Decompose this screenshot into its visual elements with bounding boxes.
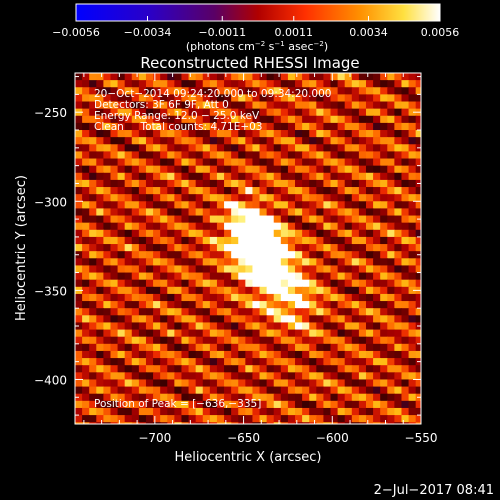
plot-frame [74, 72, 422, 425]
y-tick-label: −250 [34, 106, 67, 120]
y-tick-label: −350 [34, 284, 67, 298]
annotation-peak-position: Position of Peak = [−636,−335] [94, 398, 261, 410]
colorbar-tick-label: −0.0034 [124, 26, 172, 39]
x-axis-label: Heliocentric X (arcsec) [175, 450, 322, 465]
colorbar-tick-label: 0.0034 [349, 26, 388, 39]
colorbar-tick-label: 0.0056 [421, 26, 460, 39]
colorbar-tick-label: −0.0011 [198, 26, 246, 39]
x-tick-label: −650 [227, 431, 260, 445]
colorbar-tick-label: −0.0056 [52, 26, 100, 39]
annotation-time-range: 20−Oct−2014 09:24:20.000 to 09:34:20.000 [94, 88, 331, 100]
annotation-energy-range: Energy Range: 12.0 − 25.0 keV [94, 110, 260, 122]
colorbar-tick-label: 0.0011 [275, 26, 314, 39]
x-tick-label: −600 [316, 431, 349, 445]
colorbar [75, 3, 441, 22]
colorbar-unit-label: (photons cm−2 s−1 asec−2) [186, 40, 328, 53]
y-tick-label: −400 [34, 373, 67, 387]
chart-title: Reconstructed RHESSI Image [140, 54, 359, 72]
y-tick-label: −300 [34, 195, 67, 209]
x-tick-label: −700 [138, 431, 171, 445]
annotation-total-counts: Clean Total counts: 4.71E+03 [94, 121, 263, 133]
footer-date: 2−Jul−2017 08:41 [374, 483, 494, 498]
x-tick-label: −550 [405, 431, 438, 445]
colorbar-ticks: −0.0056 −0.0034 −0.0011 0.0011 0.0034 0.0056 [52, 16, 459, 39]
heatmap-image [75, 73, 421, 424]
axis-ticks: −700 −650 −600 −550 −250 −300 −350 −400 [34, 73, 437, 445]
y-axis-label: Heliocentric Y (arcsec) [14, 175, 29, 321]
annotation-detectors: Detectors: 3F 6F 9F, Att 0 [94, 99, 229, 111]
